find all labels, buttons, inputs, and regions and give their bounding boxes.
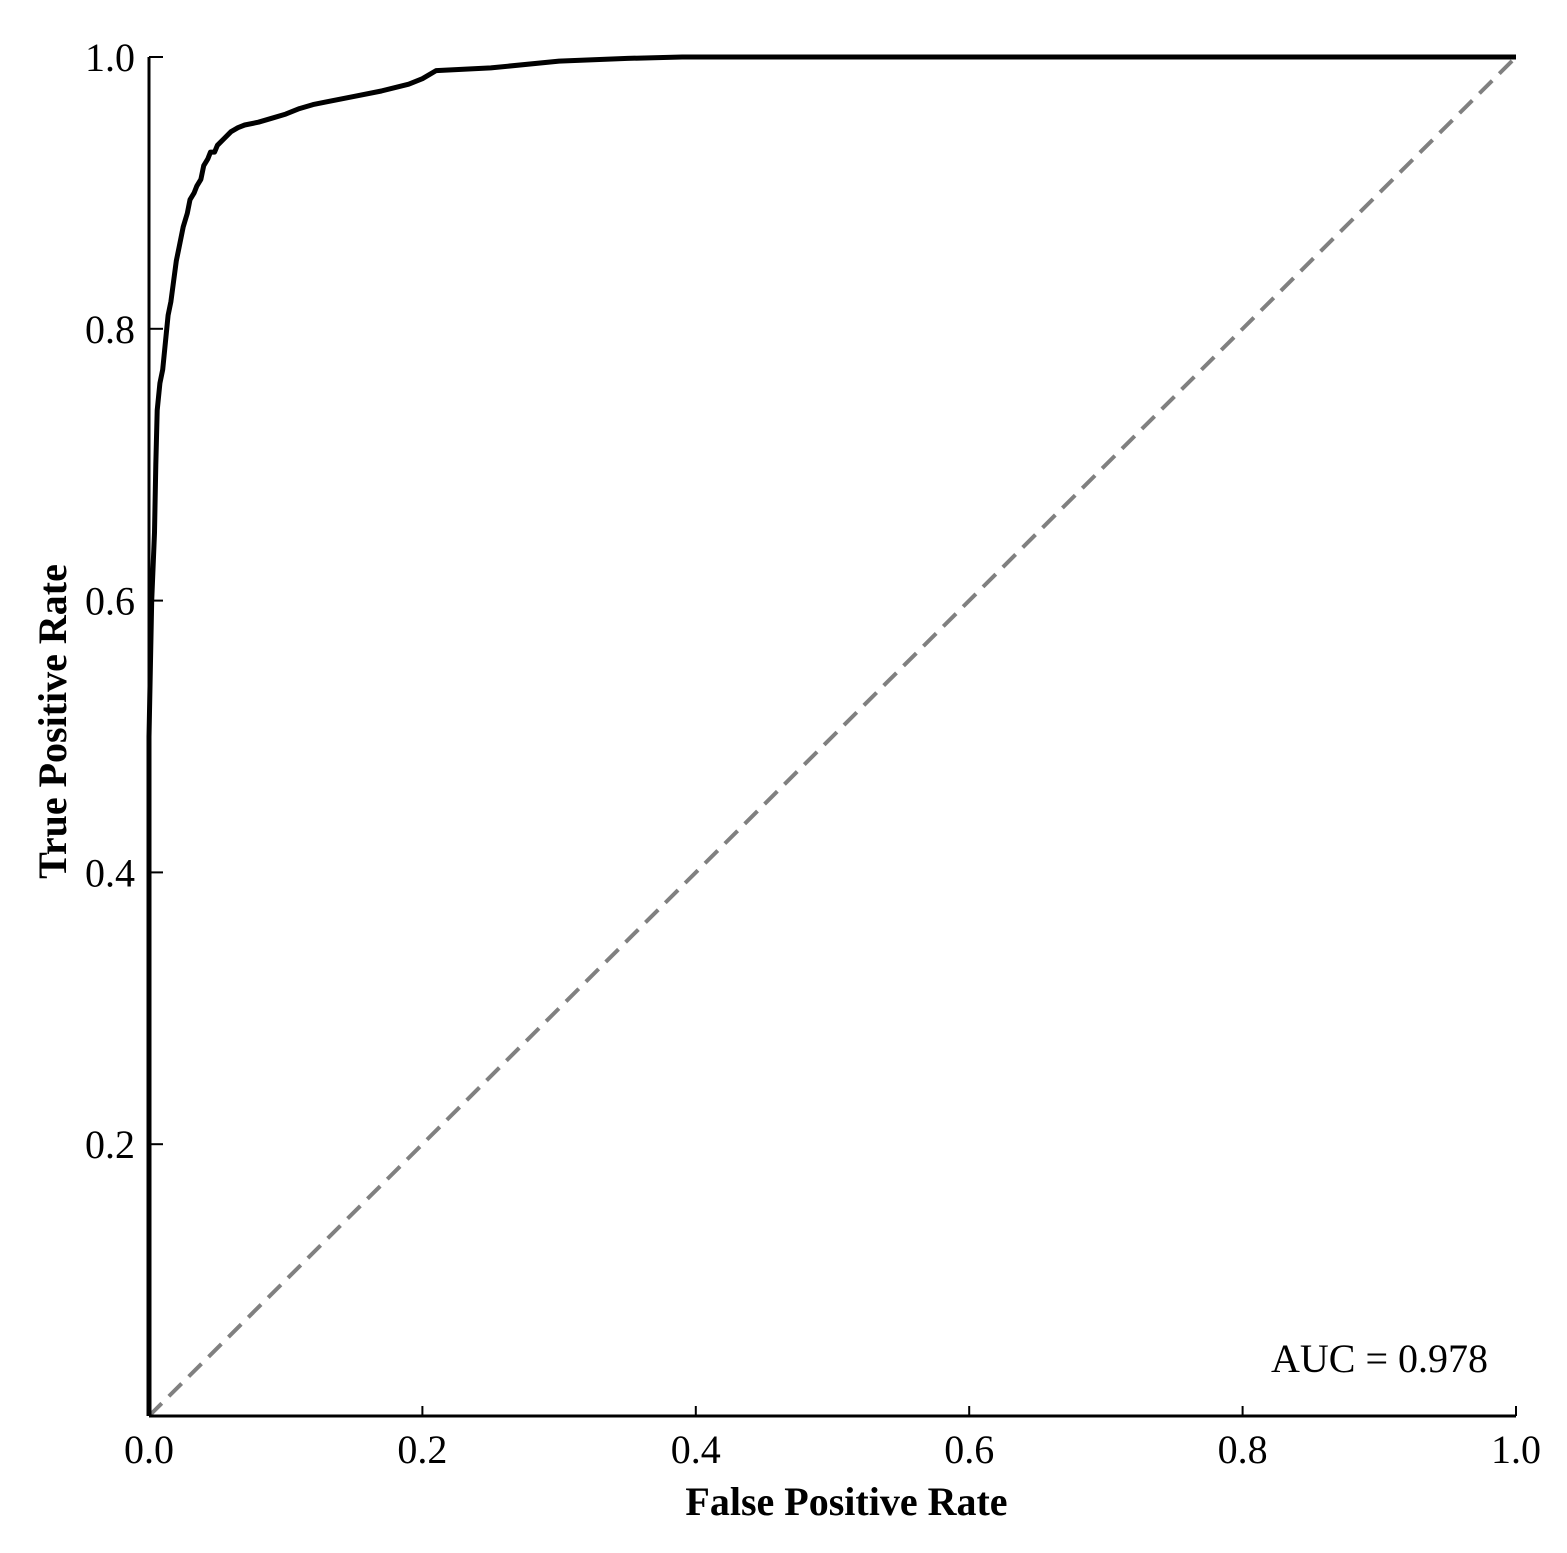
y-tick-label: 0.6 [85,579,135,624]
x-tick-label: 0.4 [671,1427,721,1472]
chance-diagonal-line [147,55,1518,1418]
x-tick-label: 0.2 [397,1427,447,1472]
roc-curve-line [146,54,1516,1416]
y-axis-title: True Positive Rate [30,564,75,879]
y-tick-label: 0.8 [85,307,135,352]
y-tick-label: 1.0 [85,35,135,80]
x-tick-label: 0.0 [124,1427,174,1472]
plot-area [146,54,1518,1418]
y-tick-label: 0.2 [85,1122,135,1167]
auc-annotation: AUC = 0.978 [1271,1336,1488,1381]
y-tick-label: 0.4 [85,850,135,895]
y-ticks: 0.2 0.4 0.6 0.8 1.0 [85,35,163,1167]
x-tick-label: 0.6 [944,1427,994,1472]
x-tick-label: 0.8 [1218,1427,1268,1472]
x-ticks: 0.0 0.2 0.4 0.6 0.8 1.0 [124,1406,1541,1472]
x-axis-title: False Positive Rate [685,1479,1007,1524]
x-tick-label: 1.0 [1491,1427,1541,1472]
axes [147,57,1516,1418]
